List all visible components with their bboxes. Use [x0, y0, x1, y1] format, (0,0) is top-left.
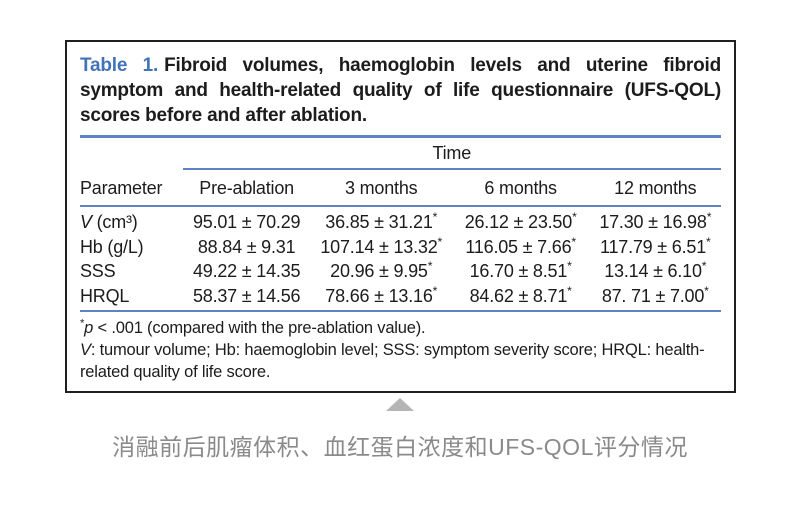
table-title-text: Fibroid volumes, haemoglobin levels and …	[80, 55, 721, 126]
column-header-row: Parameter Pre-ablation 3 months 6 months…	[80, 169, 721, 207]
value-cell: 16.70 ± 8.51*	[469, 259, 572, 281]
value-cell: 116.05 ± 7.66*	[465, 234, 576, 257]
value-cell: 87. 71 ± 7.00*	[589, 283, 721, 312]
data-table: Time Parameter Pre-ablation 3 months 6 m…	[80, 135, 721, 312]
value-cell: 88.84 ± 9.31	[197, 236, 296, 257]
table-card: Table 1. Fibroid volumes, haemoglobin lev…	[65, 40, 736, 393]
significance-footnote: *p < .001 (compared with the pre-ablatio…	[80, 317, 721, 339]
figure-caption-area: 消融前后肌瘤体积、血红蛋白浓度和UFS-QOL评分情况	[0, 398, 800, 462]
table-row: HRQL 58.37 ± 14.56 78.66 ± 13.16* 84.62 ± 8…	[80, 283, 721, 312]
triangle-up-icon	[386, 398, 414, 411]
table-footnotes: *p < .001 (compared with the pre-ablatio…	[80, 317, 721, 383]
abbreviations-footnote: V: tumour volume; Hb: haemoglobin level;…	[80, 339, 721, 383]
table-row: Hb (g/L) 88.84 ± 9.31 107.14 ± 13.32* 116.0…	[80, 235, 721, 260]
value-cell: 13.14 ± 6.10*	[604, 259, 707, 281]
parameter-cell: HRQL	[80, 283, 183, 312]
p-symbol: p	[84, 319, 94, 337]
value-cell: 78.66 ± 13.16*	[310, 283, 452, 312]
table-header: Time Parameter Pre-ablation 3 months 6 m…	[80, 136, 721, 207]
value-cell: 36.85 ± 31.21*	[325, 210, 438, 232]
table-row: SSS 49.22 ± 14.35 20.96 ± 9.95* 16.70 ± 8.5…	[80, 259, 721, 284]
col-header-3months: 3 months	[310, 169, 452, 207]
value-cell: 58.37 ± 14.56	[182, 283, 311, 312]
span-header-row: Time	[80, 136, 721, 170]
col-header-6months: 6 months	[451, 169, 590, 207]
table-label: Table 1.	[80, 55, 159, 76]
col-header-preablation: Pre-ablation	[182, 169, 311, 207]
col-header-parameter: Parameter	[80, 169, 183, 207]
span-header-spacer	[80, 137, 183, 170]
value-cell: 107.14 ± 13.32*	[320, 234, 443, 257]
value-cell: 84.62 ± 8.71*	[451, 283, 590, 312]
abbreviations-text: : tumour volume; Hb: haemoglobin level; …	[80, 341, 705, 381]
table-caption: Table 1. Fibroid volumes, haemoglobin lev…	[80, 53, 721, 128]
value-cell: 117.79 ± 6.51*	[599, 234, 711, 257]
time-span-header: Time	[182, 136, 721, 170]
parameter-cell: SSS	[80, 261, 116, 281]
value-cell: 26.12 ± 23.50*	[464, 210, 577, 232]
value-cell: 95.01 ± 70.29	[192, 212, 301, 232]
value-cell: 20.96 ± 9.95*	[330, 259, 433, 281]
value-cell: 49.22 ± 14.35	[192, 261, 301, 281]
table-body: V (cm³) 95.01 ± 70.29 36.85 ± 31.21* 26.12 …	[80, 206, 721, 312]
asterisk-marker: *	[80, 317, 85, 330]
col-header-12months: 12 months	[589, 169, 721, 207]
parameter-cell: Hb (g/L)	[80, 236, 144, 257]
table-row: V (cm³) 95.01 ± 70.29 36.85 ± 31.21* 26.12 …	[80, 206, 721, 235]
value-cell: 17.30 ± 16.98*	[599, 210, 712, 232]
chinese-caption: 消融前后肌瘤体积、血红蛋白浓度和UFS-QOL评分情况	[112, 434, 688, 460]
parameter-cell: V (cm³)	[80, 212, 138, 232]
significance-text: < .001 (compared with the pre-ablation v…	[93, 319, 426, 337]
v-symbol: V	[80, 341, 91, 359]
